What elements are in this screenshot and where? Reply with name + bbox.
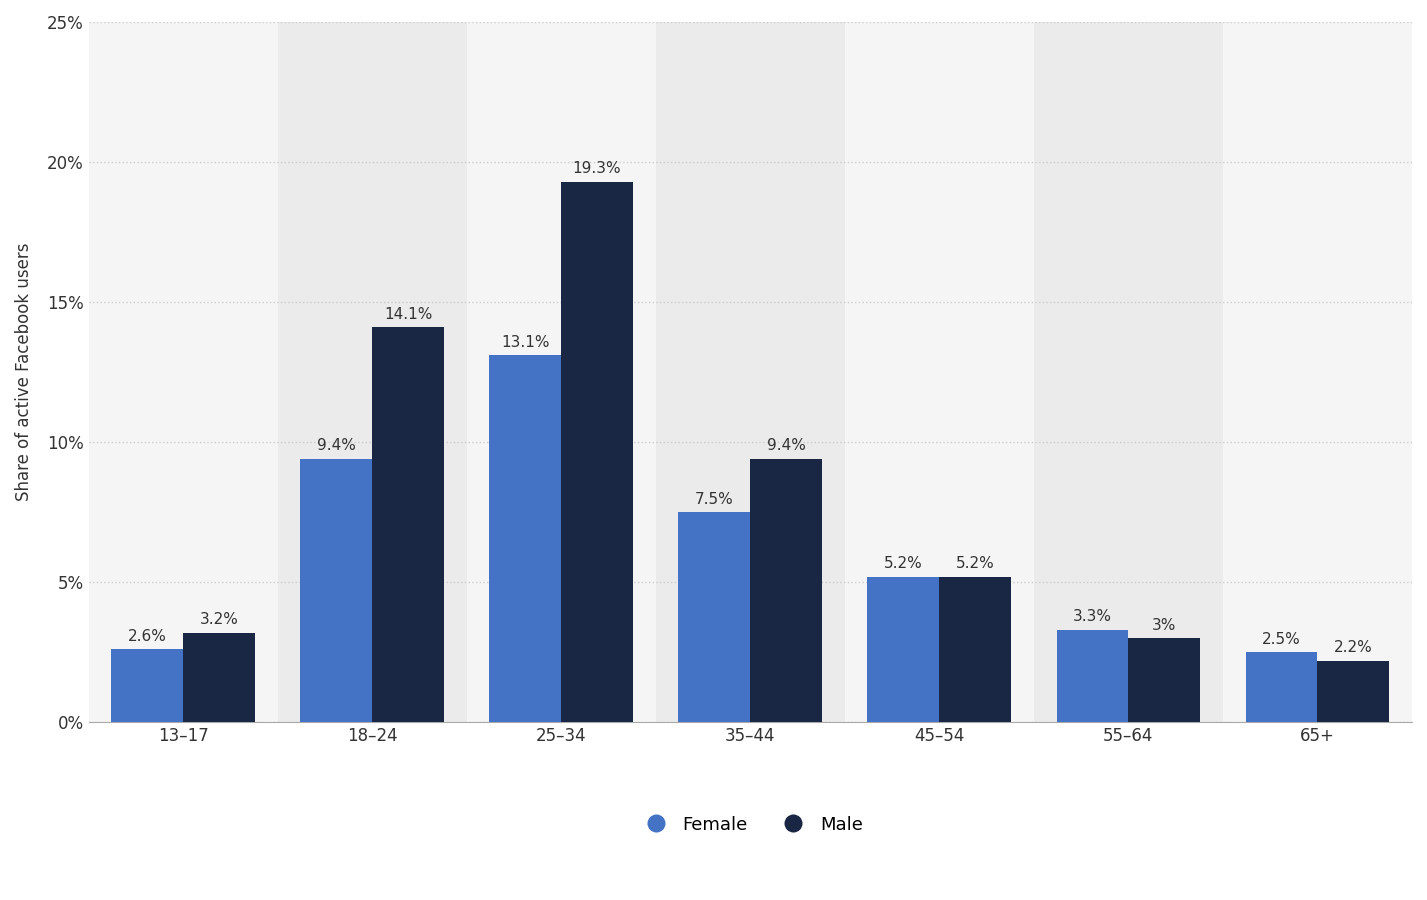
Bar bbox=[939, 577, 1012, 723]
Bar bbox=[1033, 22, 1223, 723]
Text: 9.4%: 9.4% bbox=[766, 438, 806, 454]
Bar bbox=[678, 512, 751, 723]
Bar bbox=[1246, 652, 1317, 723]
Bar bbox=[88, 22, 278, 723]
Text: 2.5%: 2.5% bbox=[1261, 632, 1301, 647]
Bar bbox=[1317, 661, 1390, 723]
Bar bbox=[751, 459, 822, 723]
Text: 3.2%: 3.2% bbox=[200, 612, 238, 627]
Bar bbox=[1056, 630, 1129, 723]
Y-axis label: Share of active Facebook users: Share of active Facebook users bbox=[16, 243, 33, 501]
Text: 3.3%: 3.3% bbox=[1073, 609, 1112, 625]
Text: 5.2%: 5.2% bbox=[883, 556, 923, 571]
Bar bbox=[561, 182, 634, 723]
Bar bbox=[372, 328, 444, 723]
Text: 5.2%: 5.2% bbox=[956, 556, 995, 571]
Bar bbox=[845, 22, 1033, 723]
Bar bbox=[183, 633, 255, 723]
Bar bbox=[1129, 638, 1200, 723]
Text: 7.5%: 7.5% bbox=[695, 491, 733, 507]
Bar bbox=[868, 577, 939, 723]
Text: 2.6%: 2.6% bbox=[127, 629, 167, 643]
Bar bbox=[1223, 22, 1411, 723]
Legend: Female, Male: Female, Male bbox=[631, 808, 870, 841]
Bar bbox=[467, 22, 656, 723]
Text: 3%: 3% bbox=[1152, 617, 1176, 633]
Text: 9.4%: 9.4% bbox=[317, 438, 355, 454]
Text: 19.3%: 19.3% bbox=[572, 161, 621, 176]
Bar bbox=[300, 459, 372, 723]
Bar bbox=[111, 650, 183, 723]
Bar bbox=[656, 22, 845, 723]
Text: 13.1%: 13.1% bbox=[501, 335, 549, 350]
Text: 14.1%: 14.1% bbox=[384, 307, 432, 321]
Bar bbox=[278, 22, 467, 723]
Bar bbox=[489, 356, 561, 723]
Text: 2.2%: 2.2% bbox=[1334, 640, 1373, 655]
